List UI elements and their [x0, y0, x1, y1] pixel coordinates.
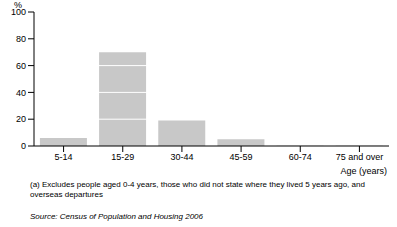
svg-text:5-14: 5-14	[55, 152, 73, 162]
svg-text:30-44: 30-44	[170, 152, 193, 162]
html-text:(a) Excludes people aged 0-4 y: (a) Excludes people aged 0-4 years, thos…	[30, 180, 365, 199]
svg-text:80: 80	[16, 34, 26, 44]
svg-text:0: 0	[21, 141, 26, 151]
html-text:Source: Census of Population a: Source: Census of Population and Housing…	[30, 212, 203, 221]
svg-text:60: 60	[16, 61, 26, 71]
svg-text:45-59: 45-59	[230, 152, 253, 162]
svg-text:60-74: 60-74	[289, 152, 312, 162]
svg-text:75 and over: 75 and over	[336, 152, 384, 162]
svg-text:40: 40	[16, 88, 26, 98]
svg-text:100: 100	[11, 7, 26, 17]
svg-text:Age (years): Age (years)	[340, 166, 387, 176]
svg-text:15-29: 15-29	[111, 152, 134, 162]
svg-text:20: 20	[16, 114, 26, 124]
